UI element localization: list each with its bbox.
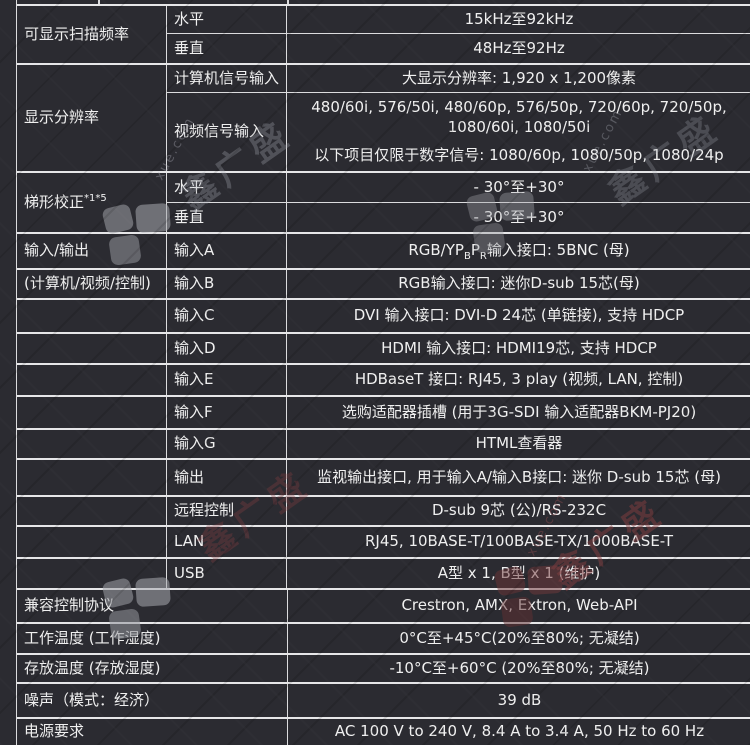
top-partial-row: [17, 0, 750, 4]
param-label: 输入A: [167, 234, 287, 268]
value-cell: 15kHz至92kHz: [464, 9, 574, 28]
param-label: 输入B: [167, 270, 287, 298]
row-noise: 噪声（模式：经济） 39 dB: [17, 682, 750, 717]
group-label: 可显示扫描频率: [17, 6, 167, 63]
divider-stub: [98, 0, 100, 4]
divider-stub: [287, 0, 289, 4]
empty-label-cell: [17, 397, 167, 428]
empty-label-cell: [17, 365, 167, 395]
io-group-label: 输入/输出: [17, 234, 167, 268]
value-cell: 选购适配器插槽 (用于3G-SDI 输入适配器BKM-PJ20): [341, 402, 697, 421]
value-line-2: 以下项目仅限于数字信号: 1080/60p, 1080/50p, 1080/24…: [314, 146, 724, 165]
value-cell: HDBaseT 接口: RJ45, 3 play (视频, LAN, 控制): [354, 370, 684, 389]
row-output: 输出 监视输出接口, 用于输入A/输入B接口: 迷你 D-sub 15芯 (母): [17, 458, 750, 495]
row-input-b: (计算机/视频/控制) 输入B RGB输入接口: 迷你D-sub 15芯(母): [17, 268, 750, 298]
value-cell: 大显示分辨率: 1,920 x 1,200像素: [401, 68, 637, 87]
param-label: 远程控制: [167, 497, 287, 525]
param-label: USB: [167, 559, 287, 588]
empty-label-cell: [17, 430, 167, 458]
row-label: 工作温度 (工作湿度): [17, 624, 288, 653]
value-cell: 监视输出接口, 用于输入A/输入B接口: 迷你 D-sub 15芯 (母): [317, 467, 721, 486]
row-storage-temperature: 存放温度 (存放湿度) -10°C至+60°C (20%至80%; 无凝结): [17, 653, 750, 682]
value-cell: D-sub 9芯 (公)/RS-232C: [431, 501, 607, 520]
row-operating-temperature: 工作温度 (工作湿度) 0°C至+45°C(20%至80%; 无凝结): [17, 622, 750, 653]
value-cell: DVI 输入接口: DVI-D 24芯 (单链接), 支持 HDCP: [353, 306, 685, 325]
row-label: 存放温度 (存放湿度): [17, 655, 288, 682]
param-label: 输入F: [167, 397, 287, 428]
row-label: 电源要求: [17, 719, 288, 745]
value-cell: - 30°至+30°: [473, 177, 565, 196]
row-group-keystone: 梯形校正*1*5 水平 - 30°至+30° 垂直 - 30°至+30°: [17, 171, 750, 232]
group-label: 显示分辨率: [17, 65, 167, 171]
row-control-protocols: 兼容控制协议 Crestron, AMX, Extron, Web-API: [17, 588, 750, 622]
row-group-scan-frequency: 可显示扫描频率 水平 15kHz至92kHz 垂直 48Hz至92Hz: [17, 4, 750, 63]
value-cell: RGB/YPBPR输入接口: 5BNC (母): [408, 241, 630, 263]
param-label: 输入G: [167, 430, 287, 458]
param-label: 水平: [167, 6, 287, 33]
row-label: 噪声（模式：经济）: [17, 684, 288, 717]
param-label: 计算机信号输入: [167, 65, 287, 92]
param-label: 输出: [167, 460, 287, 495]
value-cell: HDMI 输入接口: HDMI19芯, 支持 HDCP: [381, 338, 657, 357]
group-label: 梯形校正*1*5: [17, 173, 167, 232]
row-usb: USB A型 x 1, B型 x 1 (维护): [17, 557, 750, 588]
value-cell: - 30°至+30°: [473, 207, 565, 226]
row-input-c: 输入C DVI 输入接口: DVI-D 24芯 (单链接), 支持 HDCP: [17, 298, 750, 332]
spec-table: 可显示扫描频率 水平 15kHz至92kHz 垂直 48Hz至92Hz 显示分辨…: [16, 0, 750, 745]
row-power-requirements: 电源要求 AC 100 V to 240 V, 8.4 A to 3.4 A, …: [17, 717, 750, 745]
row-lan: LAN RJ45, 10BASE-T/100BASE-TX/1000BASE-T: [17, 525, 750, 557]
param-label: 输入D: [167, 334, 287, 363]
param-label: 视频信号输入: [167, 93, 287, 171]
param-label: 垂直: [167, 203, 287, 232]
value-cell: RJ45, 10BASE-T/100BASE-TX/1000BASE-T: [365, 532, 673, 551]
value-cell: 48Hz至92Hz: [473, 38, 565, 57]
value-cell: 0°C至+45°C(20%至80%; 无凝结): [399, 628, 640, 647]
row-input-f: 输入F 选购适配器插槽 (用于3G-SDI 输入适配器BKM-PJ20): [17, 395, 750, 428]
param-label: 输入C: [167, 300, 287, 332]
row-label: 兼容控制协议: [17, 590, 288, 622]
param-label: 输入E: [167, 365, 287, 395]
empty-label-cell: [17, 460, 167, 495]
row-input-g: 输入G HTML查看器: [17, 428, 750, 458]
row-input-d: 输入D HDMI 输入接口: HDMI19芯, 支持 HDCP: [17, 332, 750, 363]
empty-label-cell: [17, 334, 167, 363]
empty-label-cell: [17, 300, 167, 332]
empty-label-cell: [17, 497, 167, 525]
value-cell: AC 100 V to 240 V, 8.4 A to 3.4 A, 50 Hz…: [334, 722, 705, 741]
row-input-e: 输入E HDBaseT 接口: RJ45, 3 play (视频, LAN, 控…: [17, 363, 750, 395]
value-cell: 480/60i, 576/50i, 480/60p, 576/50p, 720/…: [287, 93, 750, 171]
value-cell: RGB输入接口: 迷你D-sub 15芯(母): [398, 274, 640, 293]
value-cell: A型 x 1, B型 x 1 (维护): [437, 563, 601, 582]
empty-label-cell: [17, 527, 167, 557]
value-line-1: 480/60i, 576/50i, 480/60p, 576/50p, 720/…: [311, 98, 727, 136]
empty-label-cell: [17, 559, 167, 588]
row-group-display-resolution: 显示分辨率 计算机信号输入 大显示分辨率: 1,920 x 1,200像素 视频…: [17, 63, 750, 171]
param-label: 水平: [167, 173, 287, 202]
value-cell: -10°C至+60°C (20%至80%; 无凝结): [389, 658, 650, 677]
value-cell: Crestron, AMX, Extron, Web-API: [401, 596, 638, 615]
row-remote-control: 远程控制 D-sub 9芯 (公)/RS-232C: [17, 495, 750, 525]
io-group-sublabel: (计算机/视频/控制): [17, 270, 167, 298]
param-label: 垂直: [167, 34, 287, 63]
row-input-a: 输入/输出 输入A RGB/YPBPR输入接口: 5BNC (母): [17, 232, 750, 268]
value-cell: HTML查看器: [475, 434, 563, 453]
param-label: LAN: [167, 527, 287, 557]
value-cell: 39 dB: [497, 690, 542, 709]
